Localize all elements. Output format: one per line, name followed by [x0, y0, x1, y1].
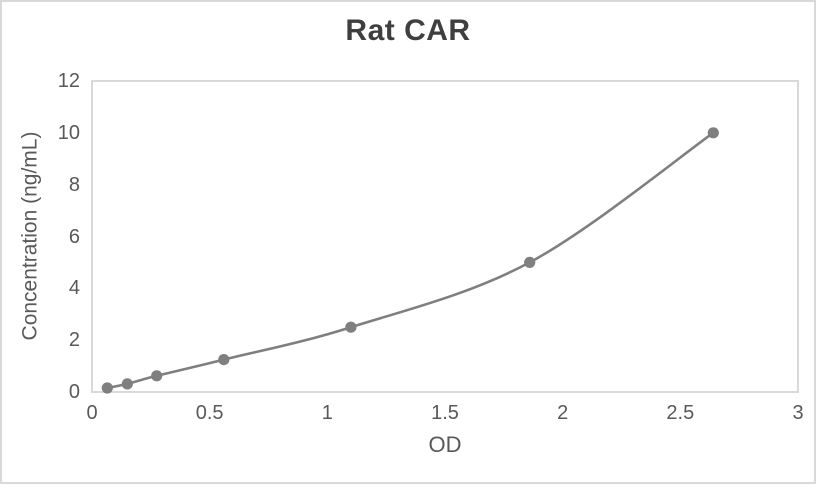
plot-border: [91, 80, 799, 393]
data-point-marker: [121, 378, 133, 390]
data-point-marker: [101, 382, 113, 394]
y-tick-label: 8: [68, 173, 80, 196]
x-tick-label: 1.5: [431, 402, 459, 424]
x-tick-label: 1: [321, 402, 333, 424]
y-tick-label: 4: [68, 277, 80, 300]
y-tick-label: 10: [57, 121, 80, 144]
y-tick-label: 0: [68, 381, 80, 403]
x-tick-label: 0.5: [195, 402, 224, 424]
y-tick-label: 2: [68, 329, 80, 352]
data-point-marker: [151, 370, 163, 382]
data-curve: [106, 131, 715, 390]
y-axis-title: Concentration (ng/mL): [18, 131, 42, 341]
x-tick-label: 3: [792, 402, 804, 424]
x-axis-title: OD: [428, 432, 462, 457]
x-tick-label: 0: [86, 402, 98, 424]
x-tick-label: 2.5: [666, 402, 695, 424]
data-point-marker: [524, 256, 536, 268]
x-tick-label: 2: [557, 402, 569, 424]
data-point-marker: [218, 354, 230, 366]
chart-title: Rat CAR: [345, 14, 471, 47]
data-point-marker: [707, 127, 719, 139]
data-point-marker: [345, 321, 357, 333]
y-tick-label: 12: [57, 70, 80, 92]
y-tick-label: 6: [68, 225, 80, 248]
